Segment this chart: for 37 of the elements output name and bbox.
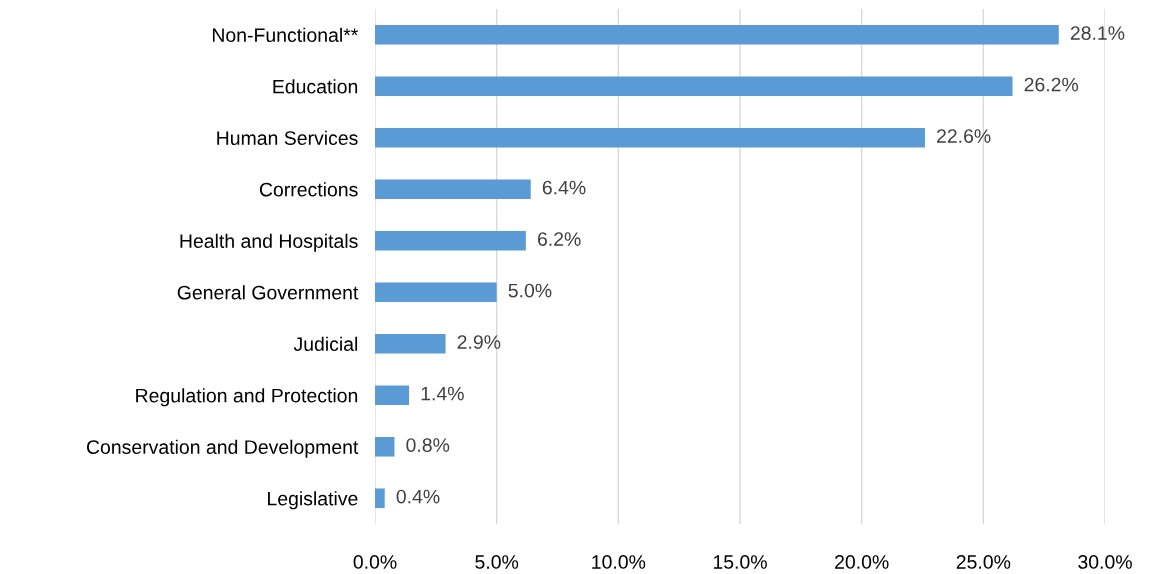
data-label: 6.4% xyxy=(542,180,586,195)
bar xyxy=(375,179,531,200)
y-tick-label: Education xyxy=(273,79,358,94)
x-tick-label: 15.0% xyxy=(713,555,767,569)
data-label: 1.4% xyxy=(421,386,464,401)
y-tick-label: General Government xyxy=(177,285,359,300)
x-tick-label: 30.0% xyxy=(1078,555,1132,569)
y-tick-label: Health and Hospitals xyxy=(180,233,358,252)
x-tick-label: 0.0% xyxy=(353,555,397,569)
x-tick-label: 20.0% xyxy=(835,555,889,569)
y-tick-label: Judicial xyxy=(293,336,358,351)
data-label: 22.6% xyxy=(937,129,991,143)
bar xyxy=(375,385,410,406)
data-label: 5.0% xyxy=(508,283,552,298)
data-label: 0.4% xyxy=(396,489,440,504)
x-tick-label: 5.0% xyxy=(475,555,519,569)
bar xyxy=(375,436,395,457)
bar xyxy=(375,488,385,509)
y-tick-label: Conservation and Development xyxy=(86,439,359,458)
x-tick-label: 10.0% xyxy=(592,555,646,569)
y-tick-label: Human Services xyxy=(217,130,358,145)
data-label: 26.2% xyxy=(1024,77,1079,92)
bar xyxy=(375,333,446,354)
data-label: 0.8% xyxy=(406,438,450,452)
y-tick-label: Legislative xyxy=(268,491,358,510)
data-label: 28.1% xyxy=(1070,26,1125,40)
bar xyxy=(375,230,526,251)
x-tick-label: 25.0% xyxy=(956,555,1011,569)
bar xyxy=(375,76,1013,97)
bar xyxy=(375,282,497,303)
y-tick-label: Regulation and Protection xyxy=(136,388,358,407)
bar xyxy=(375,127,925,148)
bar xyxy=(375,24,1059,45)
y-tick-label: Non-Functional** xyxy=(212,27,359,42)
data-label: 6.2% xyxy=(537,232,581,246)
data-label: 2.9% xyxy=(457,335,501,349)
y-tick-label: Corrections xyxy=(259,182,358,197)
